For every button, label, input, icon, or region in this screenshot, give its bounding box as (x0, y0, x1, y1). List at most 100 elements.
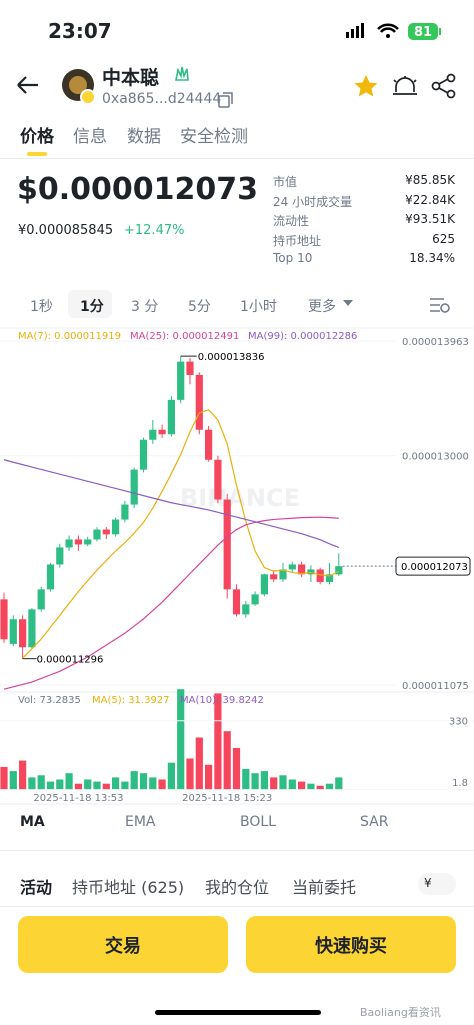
dropdown-arrow (343, 300, 353, 306)
share-button[interactable] (431, 73, 456, 99)
volume-legend: MA(5): 31.3927 (92, 695, 170, 706)
low-label: 0.000011296 (37, 655, 104, 666)
interval[interactable]: 5分 (188, 299, 211, 315)
candle-body (19, 619, 27, 648)
token-name: 中本聪 (102, 67, 160, 89)
back-button[interactable] (14, 72, 44, 98)
interval-more[interactable]: 更多 (308, 299, 336, 315)
candle-body (223, 499, 231, 590)
favorite-button[interactable] (354, 75, 378, 97)
candle-body (56, 547, 64, 565)
volume-bar (223, 731, 231, 790)
bottom-tab[interactable]: 我的仓位 (205, 878, 270, 897)
ma-legend: MA(99): 0.000012286 (248, 331, 357, 342)
bottom-tab[interactable]: 持币地址 (625) (72, 878, 185, 897)
volume-bar (9, 771, 17, 790)
bottom-tab[interactable]: 活动 (20, 878, 53, 897)
interval[interactable]: 1秒 (30, 299, 53, 315)
volume-bar (167, 762, 175, 790)
volume-bar (307, 783, 315, 790)
volume-bar (84, 779, 92, 790)
candle-body (288, 564, 296, 570)
status-icons: 81 (346, 23, 441, 40)
divider (0, 158, 474, 159)
candle-body (102, 529, 110, 535)
ma-line (3, 459, 340, 548)
stat-label: 市值 (273, 175, 298, 189)
home-indicator (155, 1010, 321, 1015)
indicator[interactable]: SAR (360, 814, 389, 830)
volume-legend: Vol: 73.2835 (18, 695, 81, 706)
time: 23:07 (48, 19, 112, 43)
y-tick-label: 0.000011075 (402, 681, 469, 692)
candle-body (335, 566, 343, 575)
interval[interactable]: 1分 (80, 299, 104, 315)
candle-body (158, 429, 166, 435)
candle-body (242, 604, 250, 615)
alert-button[interactable] (393, 76, 417, 95)
candle-body (28, 609, 36, 648)
indicator[interactable]: MA (20, 814, 45, 830)
address: 0xa865...d24444 (102, 91, 222, 107)
high-label: 0.000013836 (198, 352, 265, 363)
copy-button[interactable] (216, 90, 236, 110)
candle-body (9, 619, 17, 644)
candle-body (316, 569, 324, 582)
price-pane: BINANCE (0, 340, 396, 690)
candle-body (251, 594, 259, 605)
badge (175, 66, 189, 81)
volume-bar (0, 766, 8, 790)
interval[interactable]: 3 分 (131, 299, 159, 315)
stat-label: 流动性 (273, 214, 310, 228)
stat-label: 24 小时成交量 (273, 194, 353, 209)
candle-body (325, 574, 334, 582)
candle-body (46, 564, 55, 590)
stat-label: 持币地址 (273, 233, 322, 248)
candle-body (186, 361, 194, 375)
divider (0, 906, 474, 907)
ma-line (22, 409, 340, 659)
tab[interactable]: 价格 (20, 127, 54, 147)
watermark: Baoliang看资讯 (360, 1006, 441, 1019)
battery: 81 (414, 25, 432, 40)
candle-body (121, 504, 129, 520)
volume-bar (177, 689, 185, 790)
volume-bar (149, 777, 157, 790)
currency: ¥ (424, 876, 432, 890)
indicator[interactable]: EMA (125, 814, 156, 830)
currency-toggle[interactable] (418, 873, 456, 895)
trade-button[interactable]: 交易 (18, 916, 228, 973)
candle-body (112, 519, 120, 535)
bottom-tab[interactable]: 当前委托 (292, 878, 357, 897)
y-tick-label: 0.000013963 (402, 337, 469, 348)
price: $0.000012073 (17, 172, 259, 207)
candle-body (232, 589, 241, 615)
volume-bar (130, 771, 138, 790)
price-cny: ¥0.000085845 (18, 223, 114, 238)
volume-bar (298, 781, 306, 790)
candle-body (74, 539, 82, 545)
quick-buy-button[interactable]: 快速购买 (246, 916, 456, 973)
ma-legend: MA(25): 0.000012491 (130, 331, 239, 342)
volume-bar (205, 764, 213, 790)
volume-bar (19, 760, 27, 790)
tab[interactable]: 安全检测 (180, 127, 248, 147)
volume-bar (251, 773, 259, 790)
y-tick-label: 0.000013000 (402, 452, 469, 463)
candle-body (205, 429, 213, 460)
stat-value: 625 (432, 231, 455, 246)
candle-body (0, 599, 8, 640)
interval[interactable]: 1小时 (240, 299, 277, 315)
volume-bar (214, 693, 222, 790)
last-price-label: 0.000012073 (401, 562, 468, 573)
candle-body (93, 529, 101, 540)
volume-bar (260, 771, 268, 790)
candle-body (139, 439, 148, 470)
tab[interactable]: 数据 (127, 127, 161, 147)
indicator[interactable]: BOLL (240, 814, 276, 830)
x-tick-label: 2025-11-18 13:53 (33, 793, 123, 804)
avatar (62, 69, 96, 105)
tab[interactable]: 信息 (73, 127, 107, 147)
chart-settings[interactable] (428, 294, 452, 316)
volume-bar (37, 775, 45, 790)
